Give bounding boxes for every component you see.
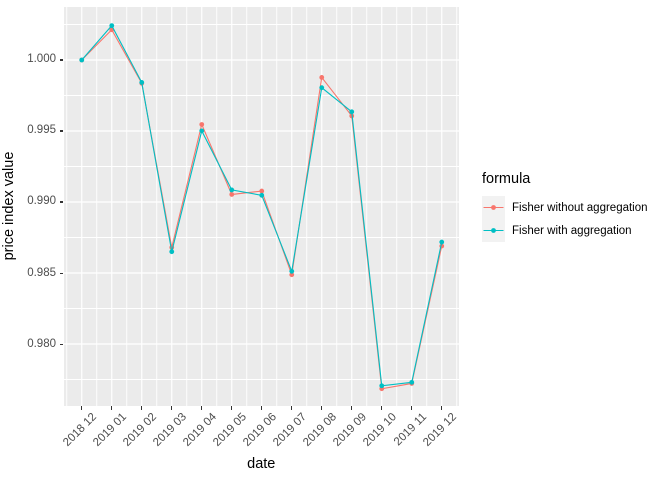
data-point-with-aggregation (138, 80, 144, 85)
x-tick-mark (200, 406, 202, 410)
data-point-without-aggregation (228, 192, 234, 197)
x-tick-mark (80, 406, 82, 410)
data-point-with-aggregation (348, 109, 354, 115)
y-tick-label: 0.985 (27, 266, 56, 279)
x-tick-mark (110, 406, 112, 410)
data-point-with-aggregation (378, 383, 384, 389)
legend-entry: Fisher with aggregation (482, 219, 648, 242)
legend-entry: Fisher without aggregation (482, 196, 648, 219)
x-tick-mark (230, 406, 232, 410)
data-point-with-aggregation (198, 128, 204, 134)
data-point-with-aggregation (438, 239, 444, 245)
data-point-without-aggregation (198, 122, 204, 127)
data-point-with-aggregation (108, 23, 114, 29)
x-tick-mark (140, 406, 142, 410)
y-tick-label: 0.995 (27, 124, 56, 137)
legend-entry-label: Fisher with aggregation (512, 224, 632, 237)
legend-key-point (491, 228, 496, 233)
x-tick-mark (320, 406, 322, 410)
y-tick-mark (59, 272, 63, 274)
legend: formula Fisher without aggregation Fisher… (482, 171, 648, 242)
legend-entry-label: Fisher without aggregation (512, 201, 648, 214)
x-tick-mark (170, 406, 172, 410)
y-tick-mark (59, 201, 63, 203)
x-axis-title: date (247, 456, 276, 472)
plot-panel (63, 7, 459, 406)
x-tick-mark (350, 406, 352, 410)
data-point-with-aggregation (228, 187, 234, 193)
y-tick-label: 1.000 (27, 53, 56, 66)
legend-key-glyph (483, 228, 504, 233)
data-point-without-aggregation (318, 75, 324, 80)
legend-key-point (491, 205, 496, 210)
y-tick-label: 0.980 (27, 337, 56, 350)
x-tick-mark (290, 406, 292, 410)
plot-area-svg (63, 7, 459, 406)
data-point-with-aggregation (258, 192, 264, 198)
x-tick-mark (440, 406, 442, 410)
data-point-with-aggregation (78, 57, 84, 63)
data-point-without-aggregation (258, 188, 264, 194)
data-point-with-aggregation (408, 379, 414, 385)
legend-key-glyph (483, 205, 504, 210)
y-tick-label: 0.990 (27, 195, 56, 208)
x-tick-mark (260, 406, 262, 410)
y-tick-mark (59, 343, 63, 345)
x-tick-mark (380, 406, 382, 410)
data-point-with-aggregation (288, 268, 294, 274)
data-point-without-aggregation (288, 272, 294, 278)
legend-key-without-aggregation (482, 196, 505, 219)
y-tick-mark (59, 59, 63, 61)
x-tick-mark (410, 406, 412, 410)
y-tick-mark (59, 130, 63, 132)
data-point-with-aggregation (168, 249, 174, 255)
data-point-with-aggregation (318, 85, 324, 91)
legend-title: formula (482, 171, 531, 187)
legend-key-with-aggregation (482, 219, 505, 242)
